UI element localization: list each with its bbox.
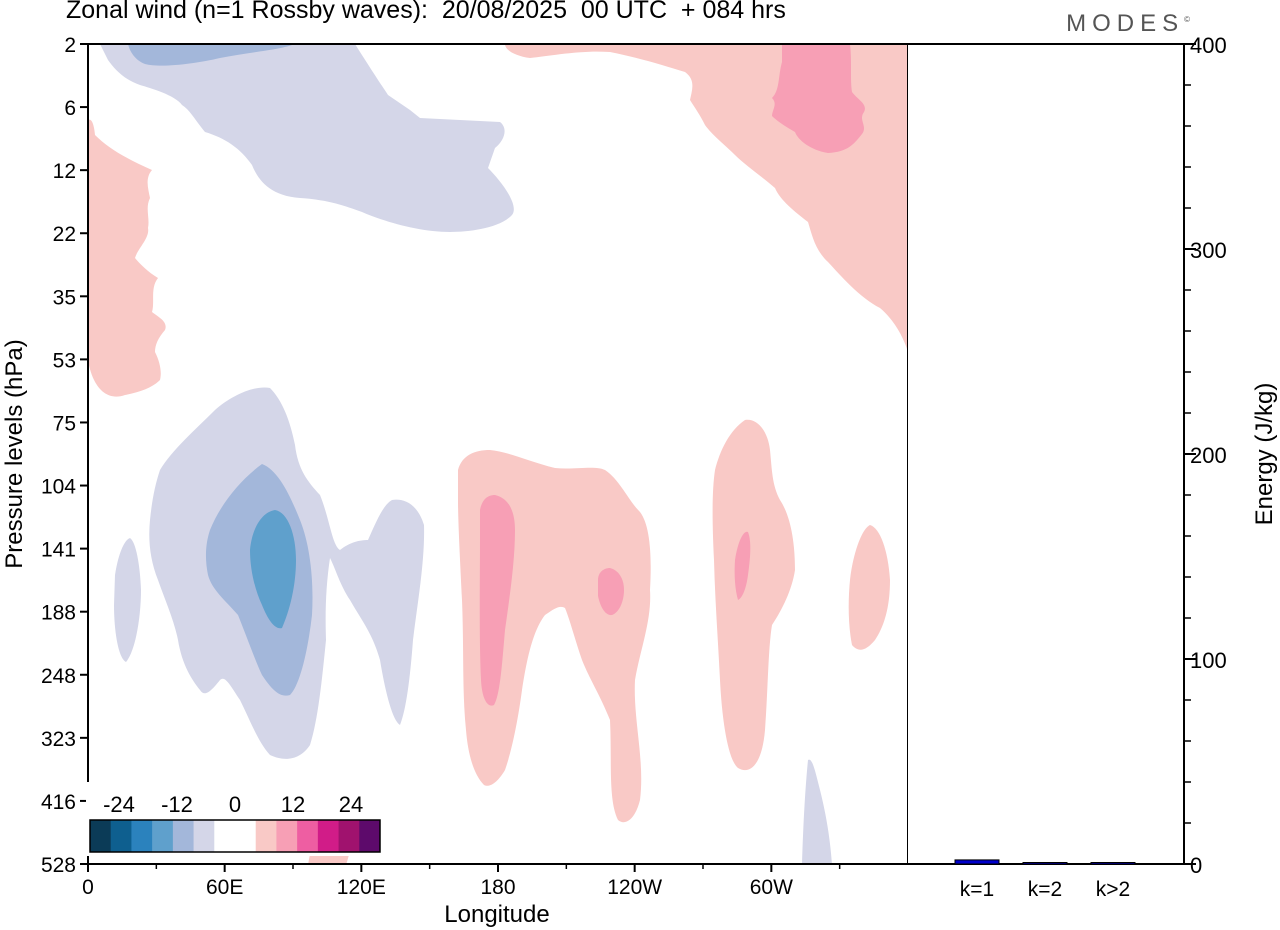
contour-trop-easterly-small-15E (114, 538, 141, 662)
colorbar-swatch (172, 820, 195, 852)
energy-bar (1090, 862, 1136, 865)
energy-category-label: k=1 (960, 878, 994, 901)
longitude-tick-label: 0 (82, 876, 94, 899)
pressure-tick-label: 12 (53, 160, 76, 183)
colorbar-swatch (255, 820, 277, 852)
energy-axis: 0 100 200 300 400 (1184, 33, 1227, 878)
longitude-axis: 0 60E 120E 180 120W 60W (82, 864, 841, 899)
colorbar: -24 -12 0 12 24 (86, 782, 384, 856)
colorbar-swatch (235, 820, 257, 852)
energy-tick-label: 400 (1190, 33, 1227, 58)
pressure-tick-label: 528 (41, 854, 76, 877)
colorbar-swatch (193, 820, 215, 852)
longitude-tick-label: 60E (206, 876, 243, 899)
pressure-tick-label: 2 (64, 34, 76, 57)
colorbar-swatch (131, 820, 153, 852)
colorbar-label: -12 (161, 792, 193, 817)
pressure-tick-label: 248 (41, 665, 76, 688)
colorbar-label: 0 (229, 792, 241, 817)
colorbar-swatch (152, 820, 174, 852)
energy-bar (1022, 862, 1068, 865)
longitude-tick-label: 120E (337, 876, 386, 899)
colorbar-frame (89, 819, 381, 853)
colorbar-label: 12 (281, 792, 305, 817)
colorbar-label: -24 (103, 792, 135, 817)
pressure-tick-label: 323 (41, 728, 76, 751)
colorbar-swatch (359, 820, 381, 852)
contour-strat-east-westerly-core (772, 44, 865, 153)
pressure-tick-label: 53 (53, 349, 76, 372)
pressure-axis: 2 6 12 22 35 53 75 104 141 188 248 323 416 528 (41, 34, 88, 877)
contour-trop-westerly-180-core (479, 495, 515, 706)
energy-tick-label: 100 (1190, 648, 1227, 673)
contour-trop-westerly-70W (712, 419, 795, 771)
pressure-tick-label: 75 (53, 412, 76, 435)
pressure-tick-label: 6 (64, 97, 76, 120)
contour-trop-westerly-70W-core (734, 531, 751, 600)
pressure-tick-label: 188 (41, 602, 76, 625)
pressure-tick-label: 141 (41, 539, 76, 562)
contour-trop-westerly-135W-core (598, 568, 624, 616)
colorbar-swatch (214, 820, 236, 852)
longitude-tick-label: 180 (480, 876, 515, 899)
energy-axis-label: Energy (J/kg) (1251, 383, 1278, 526)
energy-panel-bg (908, 44, 1184, 864)
x-axis-label: Longitude (444, 901, 549, 928)
contour-upper-west-easterly (100, 44, 514, 232)
colorbar-swatch (276, 820, 298, 852)
brand-text: MODES (1066, 10, 1185, 37)
pressure-tick-label: 35 (53, 286, 76, 309)
pressure-tick-label: 416 (41, 791, 76, 814)
longitude-tick-label: 120W (607, 876, 662, 899)
contour-trop-easterly-60E-core (250, 510, 296, 629)
contour-trop-westerly-25W (848, 525, 890, 650)
pressure-tick-label: 22 (53, 223, 76, 246)
brand-mark: © (1184, 15, 1190, 24)
longitude-tick-label: 60W (750, 876, 793, 899)
y-axis-label: Pressure levels (hPa) (1, 339, 28, 568)
contour-strat-left-westerly (88, 119, 166, 397)
energy-category-label: k>2 (1096, 878, 1130, 901)
contour-upper-west-easterly-core (128, 44, 295, 66)
energy-bars: k=1 k=2 k>2 (954, 859, 1136, 901)
energy-bar (954, 859, 1000, 865)
energy-tick-label: 200 (1190, 443, 1227, 468)
chart-title: Zonal wind (n=1 Rossby waves): 20/08/202… (66, 0, 786, 24)
pressure-tick-label: 104 (41, 476, 76, 499)
modes-logo: MODES© (1066, 10, 1190, 38)
colorbar-swatch (338, 820, 360, 852)
colorbar-swatch (90, 820, 112, 852)
colorbar-label: 24 (339, 792, 363, 817)
energy-tick-label: 0 (1190, 853, 1202, 878)
energy-category-label: k=2 (1028, 878, 1062, 901)
contour-surface-easterly-50W (802, 759, 832, 864)
colorbar-swatch (110, 820, 132, 852)
colorbar-swatch (317, 820, 340, 852)
energy-tick-label: 300 (1190, 238, 1227, 263)
colorbar-swatch (297, 820, 319, 852)
contour-fields (88, 44, 908, 864)
